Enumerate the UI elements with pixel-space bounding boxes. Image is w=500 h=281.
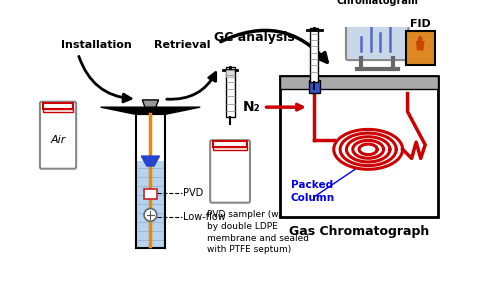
Bar	[406, 31, 434, 65]
Bar	[42, 103, 74, 109]
Text: Air: Air	[50, 135, 66, 145]
Text: Chromatogram: Chromatogram	[336, 0, 418, 6]
Text: Low-flow: Low-flow	[183, 212, 226, 222]
Bar	[144, 189, 156, 199]
Bar	[309, 80, 320, 93]
Text: PVD: PVD	[183, 188, 203, 198]
Text: Packed
Column: Packed Column	[290, 180, 335, 203]
Bar	[226, 70, 234, 77]
Bar	[213, 148, 248, 150]
Text: Installation: Installation	[60, 40, 132, 50]
Polygon shape	[142, 100, 158, 107]
FancyArrowPatch shape	[221, 30, 327, 62]
Bar	[310, 28, 318, 82]
Text: PVD sampler (wrapped
by double LDPE
membrane and sealed
with PTFE septum): PVD sampler (wrapped by double LDPE memb…	[208, 210, 311, 254]
Bar	[137, 160, 164, 248]
Text: N₂: N₂	[242, 100, 260, 114]
Text: Gas Chromatograph: Gas Chromatograph	[289, 225, 429, 238]
FancyBboxPatch shape	[346, 7, 408, 60]
FancyArrowPatch shape	[79, 56, 131, 102]
FancyBboxPatch shape	[210, 140, 250, 203]
Text: FID: FID	[410, 19, 430, 29]
Bar	[226, 67, 234, 117]
Text: GC analysis: GC analysis	[214, 31, 295, 44]
Text: Retrieval: Retrieval	[154, 40, 210, 50]
FancyArrowPatch shape	[166, 72, 216, 99]
Polygon shape	[142, 156, 160, 166]
Bar	[42, 109, 74, 112]
Bar	[280, 76, 438, 217]
FancyBboxPatch shape	[40, 102, 76, 169]
Circle shape	[144, 209, 156, 221]
Bar	[213, 141, 248, 148]
Polygon shape	[100, 107, 200, 114]
Text: Air,
C₂H₂
C₂H₄
C₂H₆: Air, C₂H₂ C₂H₄ C₂H₆	[216, 142, 236, 186]
Bar	[280, 76, 438, 89]
